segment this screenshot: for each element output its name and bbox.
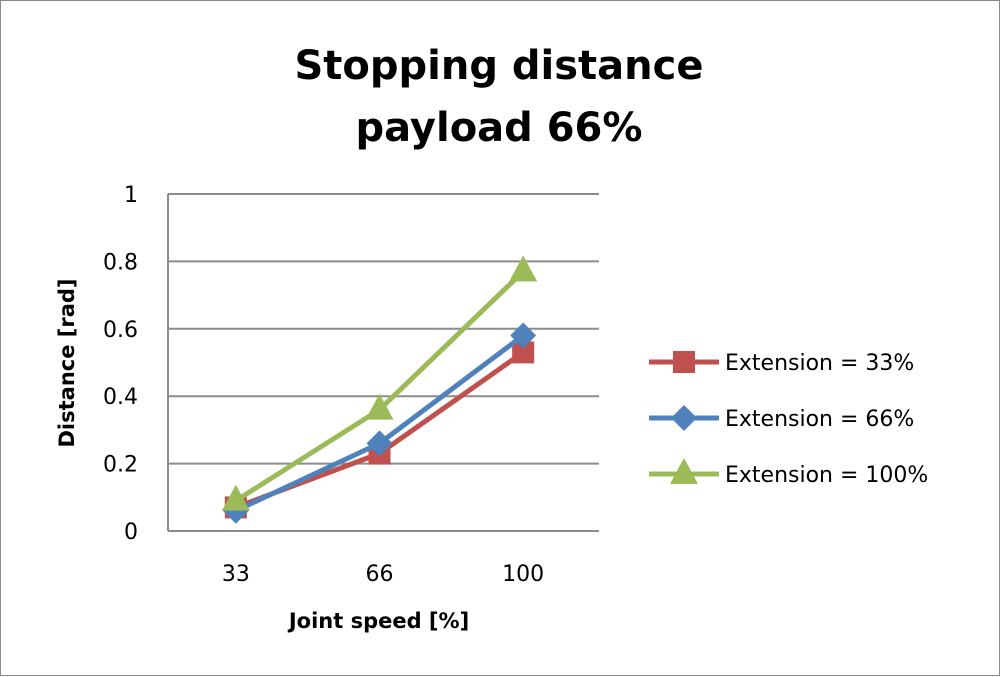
y-tick-label: 0 (124, 520, 138, 545)
chart-title: Stopping distance (294, 43, 703, 89)
y-tick-label: 0.6 (103, 318, 138, 343)
y-tick-label: 0.8 (103, 250, 138, 275)
y-axis-label: Distance [rad] (55, 278, 79, 447)
series-2 (222, 322, 537, 524)
series-line (234, 350, 525, 510)
x-tick-label: 100 (502, 562, 544, 587)
diamond-marker (510, 322, 537, 349)
x-tick-label: 33 (222, 562, 250, 587)
y-tick-label: 0.4 (103, 385, 138, 410)
y-tick-label: 1 (124, 183, 138, 208)
triangle-marker (670, 458, 698, 484)
triangle-marker (221, 484, 250, 511)
legend-label: Extension = 100% (725, 463, 928, 488)
x-tick-label: 66 (366, 562, 394, 587)
square-marker (512, 341, 535, 364)
x-axis-label: Joint speed [%] (287, 609, 469, 633)
series-line (234, 269, 525, 503)
diamond-marker (366, 430, 393, 457)
legend-item: Extension = 66% (649, 405, 914, 432)
chart-subtitle: payload 66% (356, 105, 643, 151)
triangle-marker (509, 255, 538, 282)
triangle-marker (365, 393, 394, 420)
diamond-marker (671, 405, 697, 431)
y-tick-label: 0.2 (103, 453, 138, 478)
legend-label: Extension = 33% (725, 351, 914, 376)
legend-item: Extension = 33% (649, 351, 914, 376)
series-line (234, 333, 525, 514)
series-3 (221, 255, 538, 511)
square-marker (673, 351, 695, 373)
legend-label: Extension = 66% (725, 407, 914, 432)
legend-item: Extension = 100% (649, 458, 928, 488)
